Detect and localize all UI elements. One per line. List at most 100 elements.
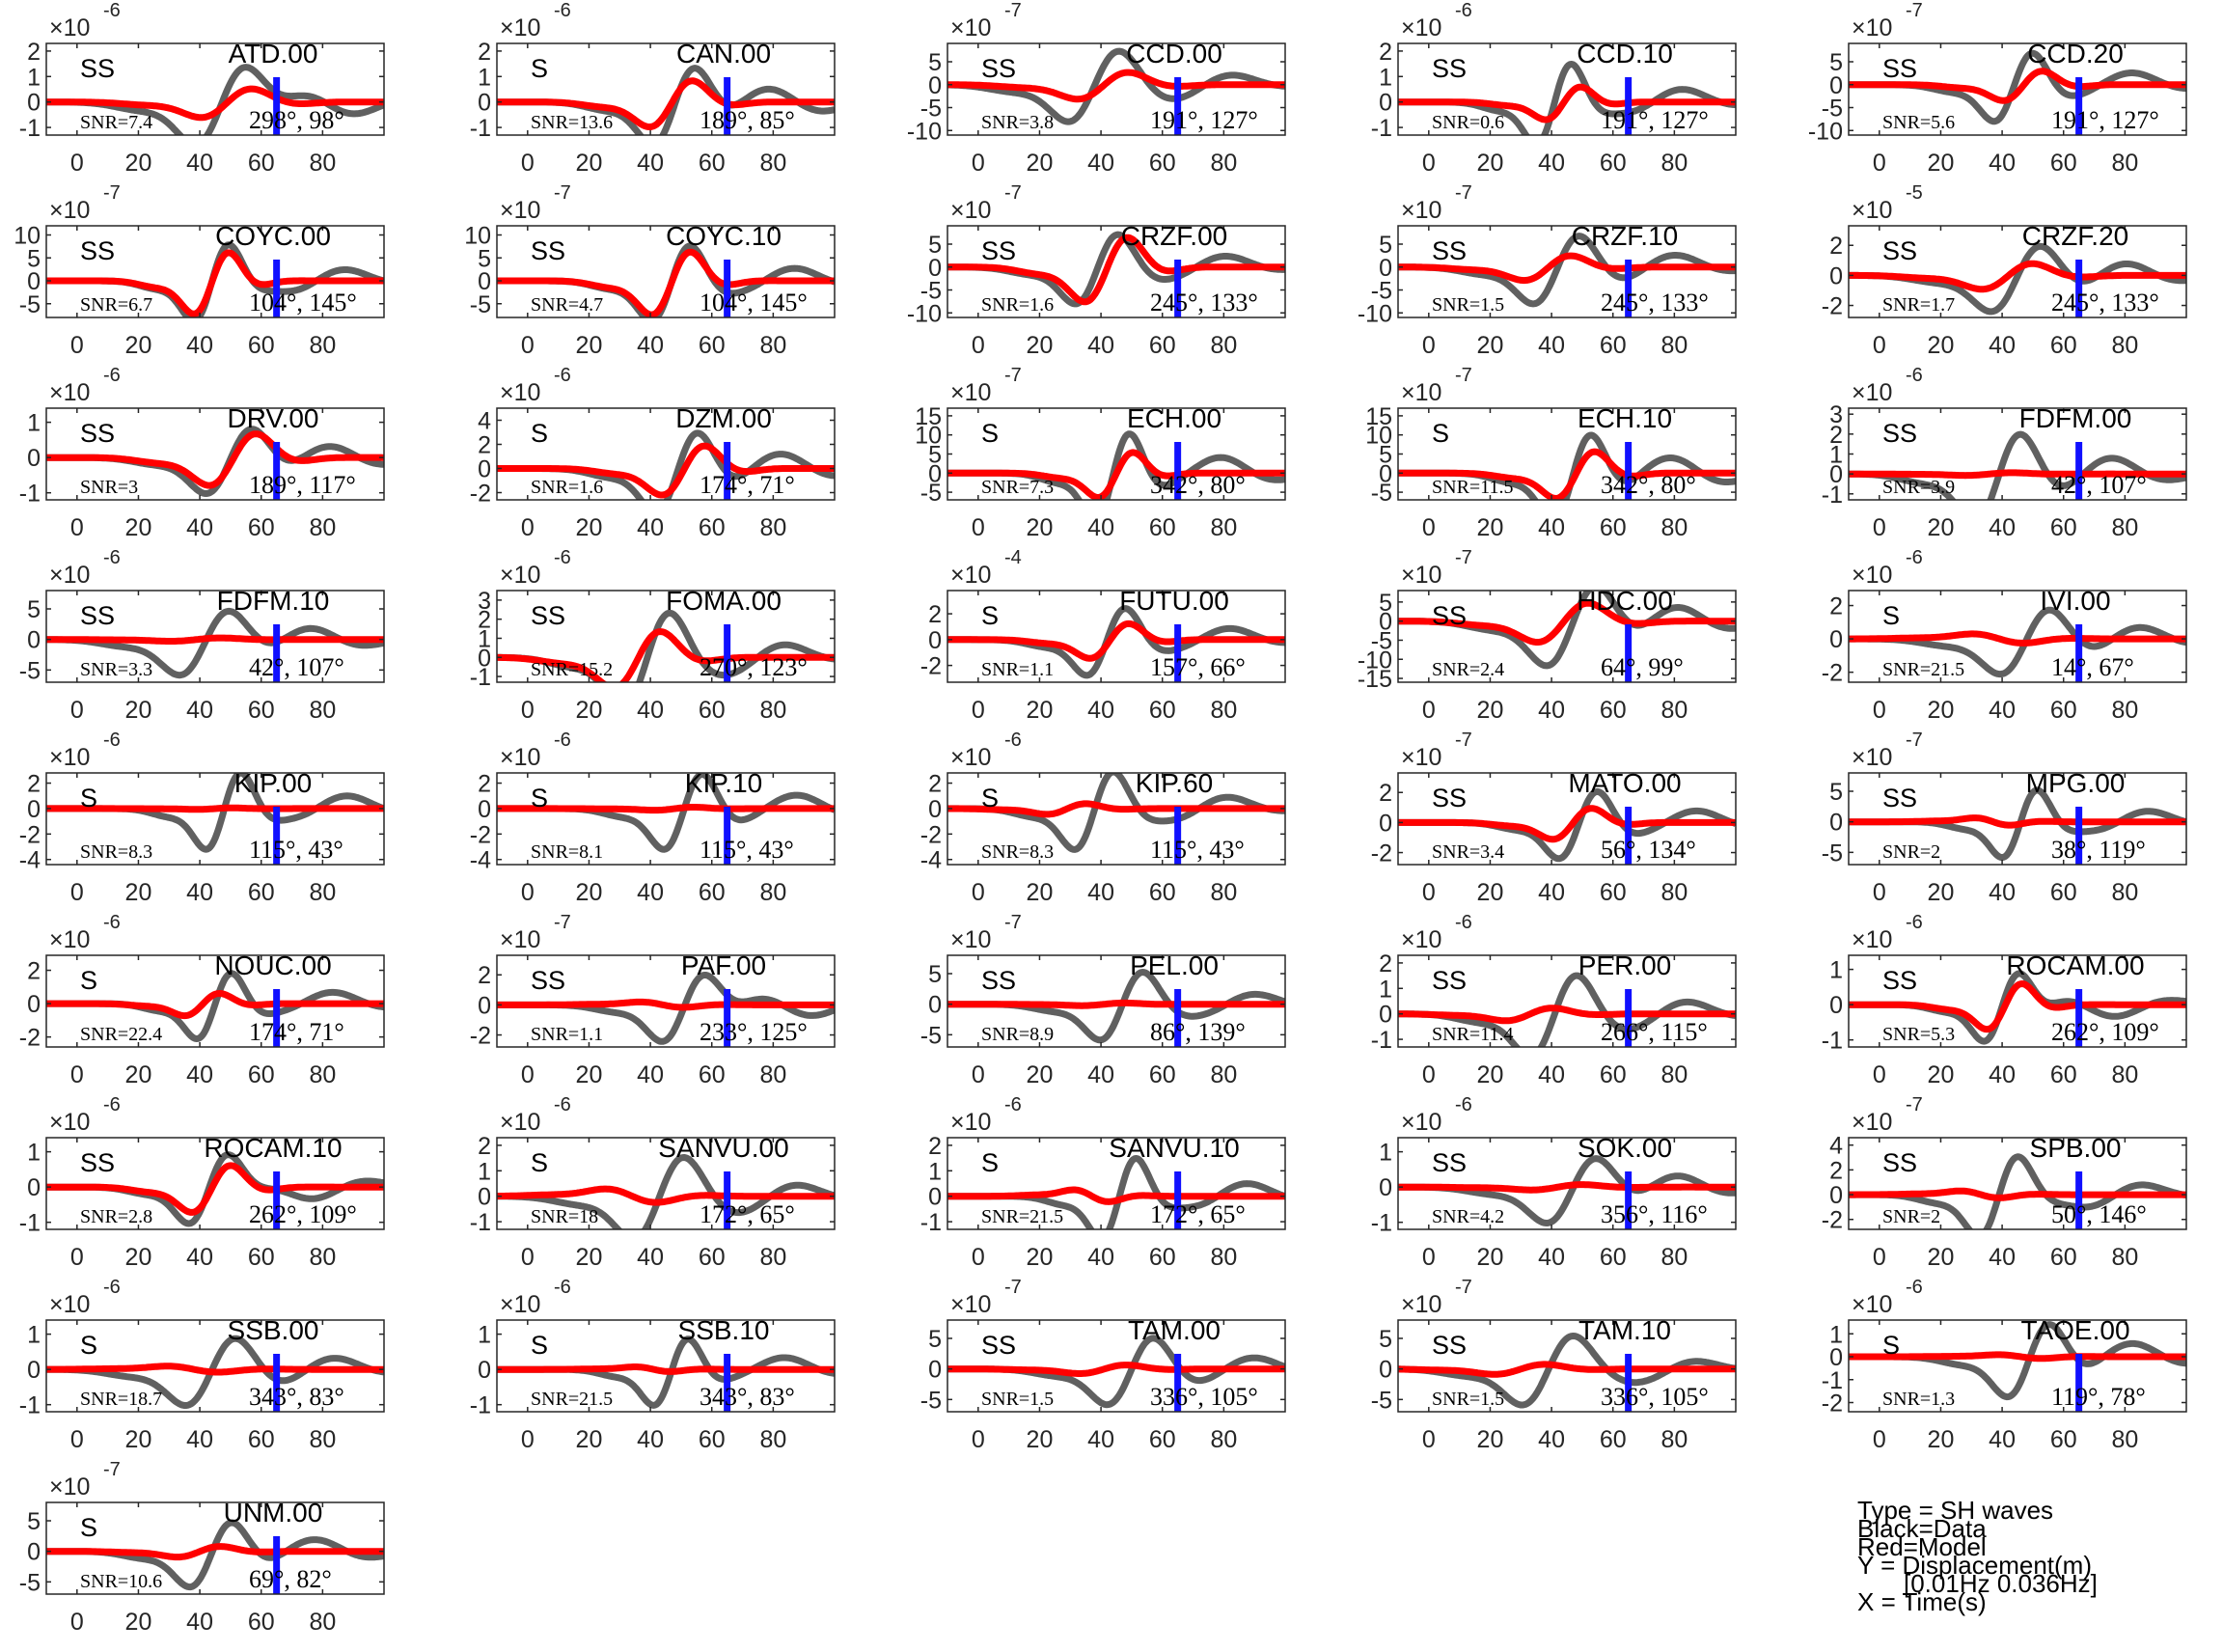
x-tick-label: 20	[125, 150, 152, 177]
x-tick-label: 40	[1989, 1061, 2016, 1088]
station-label: DZM.00	[675, 403, 772, 433]
x-tick-label: 0	[1422, 879, 1436, 906]
x-tick-label: 20	[1477, 514, 1504, 541]
x-tick-label: 80	[309, 1609, 336, 1636]
model-trace	[46, 804, 384, 813]
x-tick-label: 0	[1422, 514, 1436, 541]
panel-rocam-00: 1 0 -1 0 20 40 60 80 ×10 -6 SS ROCAM.00 SNR=5.3 262°,…	[1822, 912, 2187, 1088]
phase-label: SS	[1432, 784, 1467, 812]
waveforms	[46, 607, 384, 679]
model-trace	[1849, 814, 2186, 829]
x-tick-label: 20	[1928, 150, 1955, 177]
panel-pel-00: 5 0 -5 0 20 40 60 80 ×10 -7 SS PEL.00 SNR=8.9 86°, 13…	[920, 912, 1286, 1088]
model-trace	[46, 85, 384, 122]
snr-label: SNR=21.5	[531, 1389, 613, 1410]
model-trace	[1398, 252, 1736, 285]
y-tick-label: 0	[478, 1357, 491, 1384]
snr-label: SNR=8.1	[531, 841, 603, 863]
y-tick-label: -4	[920, 847, 942, 874]
exponent-power: -6	[103, 365, 121, 386]
snr-label: SNR=1.6	[981, 294, 1054, 316]
x-tick-label: 0	[70, 514, 84, 541]
axes-box	[1397, 1137, 1737, 1230]
exponent-power: -6	[1004, 730, 1022, 751]
waveforms	[46, 426, 384, 497]
y-tick-label: 2	[27, 771, 41, 798]
x-tick-label: 0	[1873, 1244, 1886, 1271]
x-tick-label: 40	[1538, 1061, 1565, 1088]
waveforms	[497, 972, 835, 1045]
x-tick-label: 60	[248, 1244, 275, 1271]
x-tick-label: 0	[521, 150, 535, 177]
y-tick-label: 0	[27, 1539, 41, 1566]
axes-box	[496, 1319, 836, 1413]
x-tick-label: 0	[972, 332, 985, 359]
x-tick-label: 20	[1027, 332, 1054, 359]
station-label: KIP.10	[685, 768, 762, 798]
exponent-base: ×10	[1852, 1291, 1892, 1318]
station-label: CAN.00	[676, 39, 771, 69]
x-tick-label: 80	[309, 514, 336, 541]
model-trace	[497, 442, 835, 499]
snr-label: SNR=4.7	[531, 294, 603, 316]
x-tick-label: 0	[972, 879, 985, 906]
snr-label: SNR=1.1	[981, 659, 1054, 680]
y-tick-label: 10	[1365, 423, 1392, 450]
y-tick-label: -2	[470, 481, 491, 508]
exponent-power: -6	[1906, 365, 1923, 386]
waveforms	[1398, 591, 1736, 670]
y-tick-label: 15	[1365, 403, 1392, 430]
phase-label: SS	[1432, 54, 1467, 83]
axes-box	[947, 1319, 1286, 1413]
x-tick-label: 20	[125, 1061, 152, 1088]
y-tick-label: -1	[19, 1392, 41, 1419]
x-tick-label: 40	[637, 1244, 664, 1271]
x-tick-label: 80	[2111, 150, 2138, 177]
model-trace	[1849, 1187, 2186, 1201]
y-tick-label: 2	[27, 39, 41, 66]
exponent-power: -7	[1906, 1094, 1923, 1115]
exponent-base: ×10	[1401, 1109, 1441, 1136]
model-trace	[1398, 805, 1736, 843]
station-label: SPB.00	[2030, 1133, 2122, 1163]
x-tick-label: 20	[1928, 697, 1955, 724]
phase-label: SS	[981, 54, 1016, 83]
azimuth-label: 336°, 105°	[1601, 1383, 1709, 1411]
exponent-power: -7	[1455, 182, 1472, 204]
y-tick-label: -2	[1371, 840, 1392, 867]
phase-label: SS	[80, 601, 115, 630]
exponent-power: -6	[1906, 547, 1923, 568]
x-tick-label: 40	[1538, 1244, 1565, 1271]
legend-y: Y = Displacement(m)	[1857, 1551, 2092, 1580]
waveforms	[1398, 972, 1736, 1047]
y-tick-label: 1	[27, 1322, 41, 1349]
y-tick-label: 0	[1379, 1357, 1392, 1384]
y-tick-label: -10	[907, 118, 942, 145]
exponent-base: ×10	[1401, 197, 1441, 224]
x-tick-label: 60	[1149, 879, 1176, 906]
x-tick-label: 20	[1928, 1061, 1955, 1088]
data-trace	[1398, 1333, 1736, 1409]
y-tick-label: 2	[1829, 233, 1843, 260]
azimuth-label: 42°, 107°	[2051, 471, 2147, 499]
waveforms	[1398, 233, 1736, 308]
x-tick-label: 0	[70, 150, 84, 177]
model-trace	[947, 1186, 1285, 1205]
azimuth-label: 172°, 65°	[700, 1200, 795, 1228]
azimuth-label: 86°, 139°	[1150, 1018, 1246, 1046]
x-tick-label: 60	[699, 1244, 726, 1271]
snr-label: SNR=1.5	[981, 1389, 1054, 1410]
azimuth-label: 191°, 127°	[1601, 106, 1709, 134]
model-trace	[1398, 599, 1736, 646]
y-tick-label: 0	[1379, 609, 1392, 636]
model-trace	[497, 77, 835, 130]
station-label: PAF.00	[681, 950, 766, 980]
station-label: FUTU.00	[1119, 586, 1229, 616]
x-tick-label: 80	[1210, 332, 1237, 359]
snr-label: SNR=4.2	[1432, 1206, 1504, 1227]
y-tick-label: 0	[1829, 461, 1843, 488]
waveforms	[497, 242, 835, 317]
